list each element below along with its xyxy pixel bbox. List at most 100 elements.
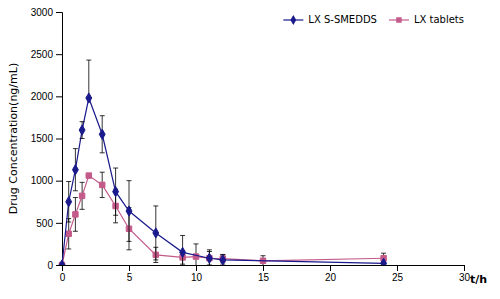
tick-label: 25 — [392, 272, 404, 283]
error-cap — [86, 60, 91, 61]
error-cap — [66, 221, 71, 222]
legend-label: LX tablets — [414, 14, 464, 25]
tick-mark — [330, 265, 331, 271]
y-axis: 0 500 1000 1500 2000 2500 3000 — [31, 7, 63, 271]
markers — [59, 173, 386, 265]
series-group — [59, 60, 386, 265]
series — [59, 60, 386, 265]
error-cap — [100, 172, 105, 173]
legend-item: LX tablets — [389, 14, 464, 25]
tick-label: 1500 — [31, 133, 54, 144]
marker — [99, 129, 105, 139]
error-cap — [113, 222, 118, 223]
marker — [86, 93, 92, 103]
error-cap — [127, 241, 132, 242]
line — [62, 98, 384, 265]
marker — [220, 255, 226, 265]
marker — [180, 247, 186, 257]
axis-line — [56, 13, 63, 266]
tick-label: 10 — [191, 272, 203, 283]
legend-label: LX S-SMEDDS — [308, 14, 377, 25]
markers — [59, 93, 386, 265]
error-cap — [80, 182, 85, 183]
plot-area: 0 5 10 15 20 25 30 0 500 1000 1500 2000 2500 3000 — [31, 7, 471, 283]
error-cap — [113, 215, 118, 216]
error-bars — [60, 172, 387, 265]
tick: 15 — [258, 265, 270, 283]
marker — [66, 231, 71, 236]
tick-label: 1000 — [31, 175, 54, 186]
tick-label: 5 — [127, 272, 133, 283]
error-cap — [194, 243, 199, 244]
error-cap — [73, 197, 78, 198]
marker — [73, 212, 78, 217]
error-cap — [66, 181, 71, 182]
tick-mark — [196, 265, 197, 271]
tick-mark — [56, 181, 62, 182]
tick: 500 — [36, 218, 62, 229]
tick: 0 — [60, 265, 66, 283]
tick-mark — [464, 265, 465, 271]
error-bars — [60, 60, 387, 265]
tick-label: 20 — [325, 272, 337, 283]
marker — [72, 165, 78, 175]
x-axis-label: t/h — [470, 273, 487, 286]
tick: 3000 — [31, 7, 62, 18]
error-cap — [100, 115, 105, 116]
marker — [113, 187, 119, 197]
x-axis: 0 5 10 15 20 25 30 — [60, 265, 471, 283]
error-cap — [127, 180, 132, 181]
tick-label: 3000 — [31, 7, 54, 18]
legend-marker — [290, 15, 296, 25]
marker — [153, 228, 159, 238]
error-cap — [100, 152, 105, 153]
error-cap — [207, 251, 212, 252]
marker — [86, 173, 91, 178]
tick-label: 0 — [60, 272, 66, 283]
error-cap — [127, 249, 132, 250]
error-cap — [207, 265, 212, 266]
tick-label: 500 — [36, 218, 53, 229]
tick-mark — [397, 265, 398, 271]
tick-mark — [56, 223, 62, 224]
error-cap — [153, 262, 158, 263]
chart: 0 5 10 15 20 25 30 0 500 1000 1500 2000 2500 3000 Drug… — [0, 0, 500, 299]
tick-mark — [56, 96, 62, 97]
series — [59, 172, 386, 265]
marker — [206, 253, 212, 263]
error-cap — [180, 235, 185, 236]
tick: 30 — [459, 265, 471, 283]
legend: LX S-SMEDDS LX tablets — [283, 14, 464, 25]
error-cap — [207, 249, 212, 250]
tick: 10 — [191, 265, 203, 283]
tick: 0 — [47, 260, 62, 271]
y-axis-label: Drug Concentration(ng/mL) — [7, 63, 20, 214]
marker — [126, 206, 132, 216]
marker — [66, 197, 72, 207]
tick: 2500 — [31, 49, 62, 60]
tick: 1000 — [31, 175, 62, 186]
tick: 20 — [325, 265, 337, 283]
marker — [381, 258, 387, 265]
error-cap — [381, 253, 386, 254]
tick-mark — [56, 265, 62, 266]
error-cap — [261, 255, 266, 256]
error-cap — [153, 259, 158, 260]
axis-line — [63, 266, 465, 272]
tick: 2000 — [31, 91, 62, 102]
tick-label: 2000 — [31, 91, 54, 102]
tick-mark — [56, 12, 62, 13]
tick: 1500 — [31, 133, 62, 144]
tick: 5 — [127, 265, 133, 283]
tick-mark — [56, 54, 62, 55]
marker — [79, 125, 85, 135]
error-cap — [73, 190, 78, 191]
error-cap — [80, 138, 85, 139]
tick-mark — [263, 265, 264, 271]
tick-label: 30 — [459, 272, 471, 283]
error-cap — [73, 148, 78, 149]
tick-mark — [56, 139, 62, 140]
error-cap — [113, 168, 118, 169]
error-cap — [66, 248, 71, 249]
tick-label: 15 — [258, 272, 270, 283]
